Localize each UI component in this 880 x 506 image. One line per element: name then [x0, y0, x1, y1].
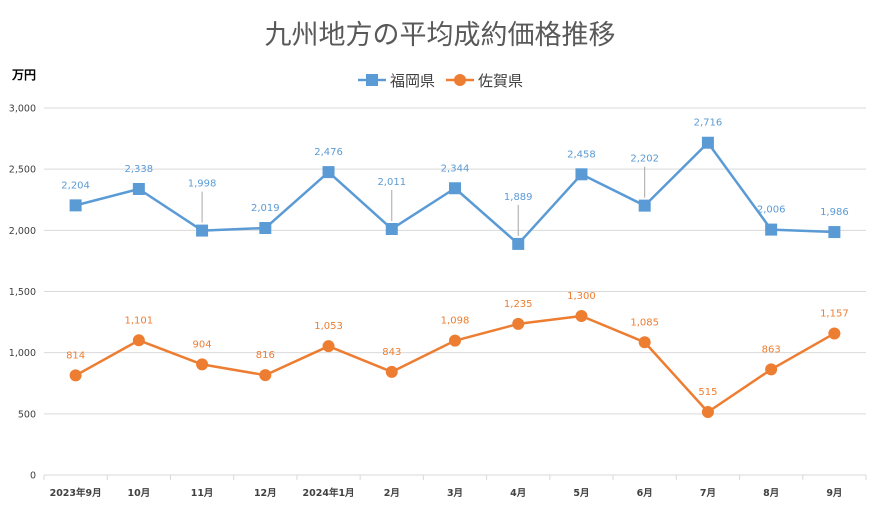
- x-tick-label: 4月: [510, 488, 526, 499]
- data-point-saga[interactable]: [385, 365, 398, 378]
- y-tick-label: 0: [30, 471, 36, 482]
- data-point-fukuoka[interactable]: [701, 136, 714, 149]
- data-label-saga: 1,053: [314, 321, 343, 332]
- series-line-saga: [75, 314, 836, 414]
- legend-item-saga[interactable]: 佐賀県: [446, 72, 523, 90]
- x-tick-label: 2月: [384, 488, 400, 499]
- y-axis-unit-label: 万円: [11, 68, 36, 82]
- x-tick-label: 8月: [763, 488, 779, 499]
- data-label-fukuoka: 2,716: [694, 118, 723, 129]
- legend-marker-saga: [454, 74, 466, 86]
- data-point-fukuoka[interactable]: [575, 168, 588, 181]
- data-label-fukuoka: 2,458: [567, 149, 596, 160]
- data-label-saga: 1,157: [820, 308, 849, 319]
- leader-lines: [201, 166, 646, 236]
- data-labels: 2,204 2,338 1,998 2,019 2,476 2,011 2,344 1,889…: [61, 118, 848, 398]
- chart-title: 九州地方の平均成約価格推移: [265, 20, 616, 51]
- data-point-fukuoka[interactable]: [196, 224, 209, 237]
- data-point-saga[interactable]: [701, 405, 714, 418]
- data-point-saga[interactable]: [575, 309, 588, 322]
- legend-label-fukuoka: 福岡県: [390, 72, 435, 90]
- x-tick-label: 11月: [191, 488, 214, 499]
- data-point-saga[interactable]: [765, 363, 778, 376]
- data-label-fukuoka: 1,986: [820, 207, 849, 218]
- data-label-fukuoka: 2,011: [377, 177, 406, 188]
- data-point-saga[interactable]: [132, 334, 145, 347]
- data-point-saga[interactable]: [512, 317, 525, 330]
- data-point-fukuoka[interactable]: [322, 166, 335, 179]
- data-label-saga: 515: [698, 387, 717, 398]
- data-label-saga: 904: [193, 339, 212, 350]
- data-point-fukuoka[interactable]: [132, 182, 145, 195]
- x-axis: 2023年9月 10月 11月 12月 2024年1月 2月 3月 4月 5月 6月 7月 8月 9月: [43, 475, 867, 499]
- x-tick-label: 3月: [447, 488, 463, 499]
- data-label-fukuoka: 2,202: [630, 154, 659, 165]
- gridlines: [44, 107, 866, 476]
- x-tick-label: 2024年1月: [303, 487, 355, 499]
- data-point-saga[interactable]: [196, 358, 209, 371]
- y-tick-label: 2,000: [9, 226, 36, 237]
- data-point-saga[interactable]: [449, 334, 461, 347]
- legend-marker-fukuoka: [366, 74, 378, 86]
- data-label-saga: 1,085: [630, 317, 659, 328]
- data-label-fukuoka: 2,006: [757, 205, 786, 216]
- data-label-fukuoka: 2,338: [125, 164, 154, 175]
- data-label-saga: 814: [66, 350, 85, 361]
- x-tick-label: 7月: [700, 488, 716, 499]
- y-tick-label: 3,000: [9, 104, 36, 115]
- data-point-saga[interactable]: [828, 327, 841, 340]
- y-tick-label: 1,000: [9, 348, 36, 359]
- data-label-saga: 863: [762, 344, 781, 355]
- data-point-saga[interactable]: [259, 369, 272, 382]
- data-point-fukuoka[interactable]: [449, 182, 461, 195]
- data-label-saga: 816: [256, 350, 275, 361]
- data-label-fukuoka: 2,476: [314, 147, 343, 158]
- data-point-saga[interactable]: [638, 336, 651, 349]
- data-point-fukuoka[interactable]: [259, 222, 272, 235]
- y-axis: 0 500 1,000 1,500 2,000 2,500 3,000: [9, 104, 36, 482]
- legend-item-fukuoka[interactable]: 福岡県: [358, 72, 435, 90]
- x-tick-label: 10月: [127, 488, 150, 499]
- data-label-saga: 1,235: [504, 299, 533, 310]
- data-label-fukuoka: 1,998: [188, 179, 217, 190]
- x-tick-label: 5月: [573, 488, 589, 499]
- data-label-saga: 843: [382, 347, 401, 358]
- data-label-saga: 1,101: [125, 315, 154, 326]
- data-point-fukuoka[interactable]: [828, 226, 841, 239]
- data-label-saga: 1,098: [441, 316, 470, 327]
- legend-label-saga: 佐賀県: [478, 72, 523, 90]
- y-tick-label: 500: [18, 409, 36, 420]
- data-point-fukuoka[interactable]: [638, 199, 651, 212]
- x-tick-label: 12月: [254, 488, 277, 499]
- series-group: [69, 136, 841, 418]
- data-point-saga[interactable]: [322, 340, 335, 353]
- data-label-fukuoka: 2,019: [251, 203, 280, 214]
- x-tick-label: 9月: [826, 488, 842, 499]
- data-label-fukuoka: 1,889: [504, 192, 533, 203]
- x-tick-label: 2023年9月: [50, 487, 102, 499]
- data-point-fukuoka[interactable]: [765, 223, 778, 236]
- data-point-fukuoka[interactable]: [69, 199, 82, 212]
- y-tick-label: 2,500: [9, 165, 36, 176]
- data-label-saga: 1,300: [567, 291, 596, 302]
- chart-legend: 福岡県 佐賀県: [358, 72, 523, 90]
- data-point-saga[interactable]: [69, 369, 82, 382]
- data-label-fukuoka: 2,344: [441, 163, 470, 174]
- data-point-fukuoka[interactable]: [385, 222, 398, 235]
- data-point-fukuoka[interactable]: [512, 237, 525, 250]
- y-tick-label: 1,500: [9, 287, 36, 298]
- x-tick-label: 6月: [637, 488, 653, 499]
- data-label-fukuoka: 2,204: [61, 180, 90, 191]
